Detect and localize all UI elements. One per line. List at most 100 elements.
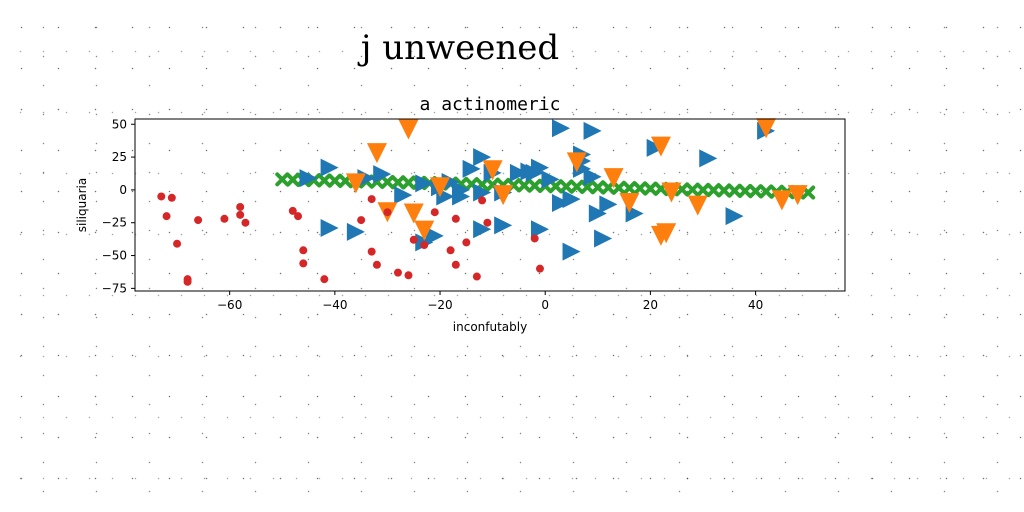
triangle-down-point [787,185,808,206]
x-tick-label: −20 [427,298,452,312]
x-marker-point [527,178,542,193]
triangle-right-point [530,158,549,177]
x-marker-point [285,172,300,187]
triangle-right-point [588,204,607,223]
y-tick-label: 0 [119,183,127,197]
y-tick-label: 50 [112,117,127,131]
triangle-right-point [541,170,560,189]
triangle-down-point [619,193,640,214]
triangle-down-point [493,185,514,206]
circle-point [162,212,171,221]
circle-point [430,208,439,217]
x-marker-point [517,178,532,193]
triangle-right-point [699,149,718,168]
y-tick-label: 25 [112,150,127,164]
x-tick-label: 0 [541,298,549,312]
triangle-down-point [482,160,503,181]
circle-point [183,277,192,286]
x-marker-point [327,173,342,188]
x-marker-point [317,173,332,188]
triangle-right-point [452,187,471,206]
circle-point [320,275,329,284]
circle-point [157,192,166,201]
triangle-down-point [603,168,624,189]
x-marker-point [727,183,742,198]
circle-point [472,272,481,281]
chart-marks [157,118,816,286]
x-marker-point [380,175,395,190]
triangle-right-point [594,229,613,248]
triangle-down-point [414,220,435,241]
circle-point [446,246,455,255]
triangle-right-point [583,121,602,140]
x-marker-point [569,179,584,194]
circle-point [167,193,176,202]
x-marker-point [401,175,416,190]
circle-point [393,268,402,277]
triangle-right-point [552,194,570,213]
x-axis-label: inconfutably [453,320,527,334]
chart-title: a actinomeric [420,94,561,115]
triangle-right-point [320,158,339,177]
plot-frame [134,118,846,292]
triangle-right-point [462,159,481,178]
triangle-down-point [566,152,587,173]
triangle-right-point [320,218,339,237]
circle-point [299,246,308,255]
x-marker-point [738,183,753,198]
circle-point [288,206,297,215]
triangle-right-point [530,220,549,239]
circle-point [173,239,182,248]
circle-point [241,218,250,227]
triangle-down-point [403,203,424,224]
circle-point [236,202,245,211]
circle-point [535,264,544,273]
circle-point [409,235,418,244]
x-marker-point [748,184,763,199]
triangle-down-point [756,118,777,139]
triangle-down-point [661,182,682,203]
triangle-down-point [345,173,366,194]
triangle-right-point [494,216,513,235]
circle-point [372,260,381,269]
triangle-right-point [473,148,492,167]
triangle-right-point [552,119,570,138]
y-tick-label: −50 [102,249,127,263]
circle-point [383,208,392,217]
triangle-down-point [366,143,387,164]
triangle-down-point [430,177,451,198]
circle-point [220,214,229,223]
triangle-right-point [346,222,365,241]
circle-point [299,259,308,268]
circle-point [194,216,203,225]
x-marker-point [275,172,290,187]
triangle-right-point [373,165,392,184]
triangle-down-point [656,223,677,244]
chart-axes: −60 −40 −20 0 20 40 50 25 0 −25 −50 −75 [102,117,764,312]
x-marker-point [759,184,774,199]
circle-point [462,238,471,247]
x-tick-label: −40 [322,298,347,312]
x-tick-label: −60 [217,298,242,312]
circle-point [294,212,303,221]
x-marker-point [706,183,721,198]
x-marker-point [611,180,626,195]
y-axis-label: siliquaria [75,178,89,232]
x-marker-point [590,180,605,195]
x-marker-point [390,175,405,190]
circle-point [451,214,460,223]
y-tick-label: −75 [102,281,127,295]
triangle-right-point [646,138,665,157]
triangle-right-point [583,167,602,186]
x-marker-point [717,183,732,198]
circle-point [367,195,376,204]
circle-point [478,196,487,205]
triangle-right-point [394,186,413,205]
triangle-right-point [415,174,434,193]
x-marker-point [696,182,710,197]
circle-point [404,271,413,280]
figure-suptitle: j unweened [360,28,560,68]
circle-point [236,210,245,219]
x-marker-point [559,179,574,194]
